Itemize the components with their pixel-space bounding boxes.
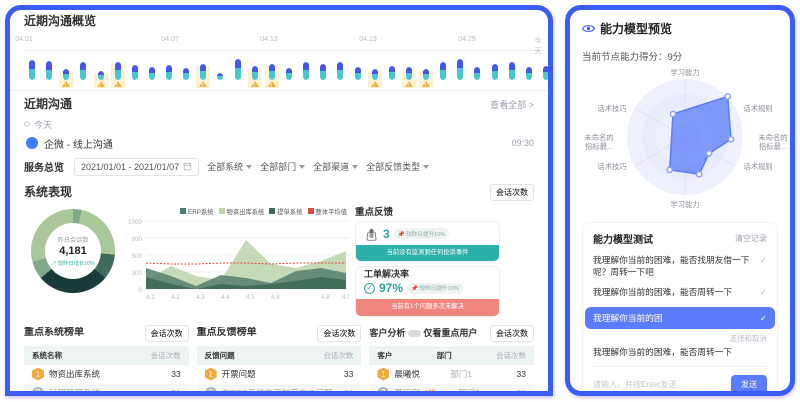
- svg-text:4.1: 4.1: [146, 294, 155, 301]
- svg-text:未命名的: 未命名的: [758, 133, 787, 142]
- svg-text:指标最...: 指标最...: [585, 142, 613, 151]
- svg-text:4.4: 4.4: [221, 294, 230, 301]
- svg-text:4.5: 4.5: [246, 294, 255, 301]
- svg-text:学习能力: 学习能力: [670, 200, 699, 209]
- svg-text:300: 300: [131, 270, 142, 277]
- svg-text:1000: 1000: [128, 219, 143, 226]
- svg-text:话术技巧: 话术技巧: [597, 104, 626, 113]
- svg-text:4.9: 4.9: [342, 294, 349, 301]
- svg-text:话术规则: 话术规则: [743, 162, 772, 171]
- svg-text:4.2: 4.2: [171, 294, 180, 301]
- svg-text:500: 500: [131, 253, 142, 260]
- svg-text:4.8: 4.8: [321, 294, 330, 301]
- svg-text:话术规则: 话术规则: [743, 104, 772, 113]
- svg-text:4.8: 4.8: [271, 294, 280, 301]
- svg-text:话术技巧: 话术技巧: [597, 162, 626, 171]
- svg-text:学习能力: 学习能力: [670, 69, 699, 77]
- svg-text:4.3: 4.3: [196, 294, 205, 301]
- svg-text:未命名的: 未命名的: [584, 133, 613, 142]
- svg-text:指标最...: 指标最...: [759, 142, 787, 151]
- svg-text:0: 0: [138, 287, 142, 294]
- svg-text:800: 800: [131, 236, 142, 243]
